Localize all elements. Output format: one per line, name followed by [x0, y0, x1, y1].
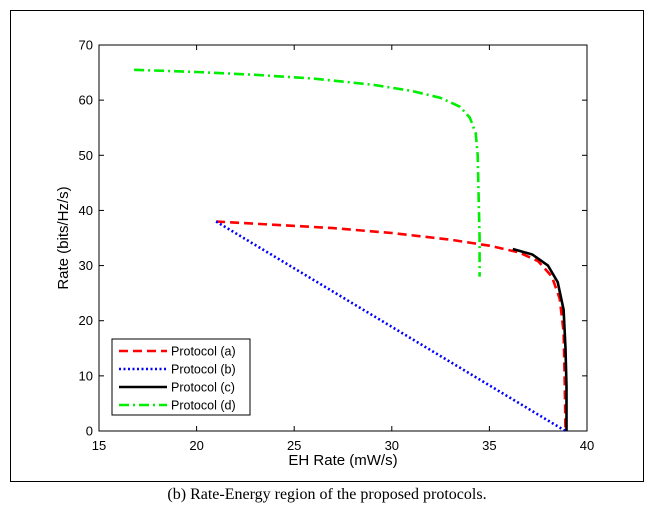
x-tick-label: 20 — [189, 438, 203, 453]
y-tick-label: 0 — [86, 424, 93, 439]
series-line-protocol-c — [512, 247, 568, 431]
series-line-protocol-a — [216, 220, 567, 432]
y-tick-label: 20 — [79, 313, 93, 328]
y-tick-label: 40 — [79, 203, 93, 218]
y-tick-label: 10 — [79, 368, 93, 383]
legend: Protocol (a) Protocol (b) Protocol (c) Prot… — [111, 338, 251, 416]
x-tick-label: 40 — [580, 438, 594, 453]
legend-label: Protocol (b) — [171, 363, 236, 377]
x-tick-label: 15 — [92, 438, 106, 453]
x-axis-label: EH Rate (mW/s) — [288, 452, 397, 469]
figure-frame: 15 20 25 30 35 40 0 10 20 30 40 50 60 70 EH Rate (mW/… — [10, 10, 644, 482]
axis-ticks: 15 20 25 30 35 40 0 10 20 30 40 50 60 70 — [79, 38, 595, 454]
legend-label: Protocol (a) — [171, 345, 236, 359]
rate-energy-chart: 15 20 25 30 35 40 0 10 20 30 40 50 60 70 EH Rate (mW/… — [55, 38, 595, 470]
y-tick-label: 50 — [79, 148, 93, 163]
y-tick-label: 30 — [79, 258, 93, 273]
y-tick-label: 70 — [79, 38, 93, 53]
x-tick-label: 30 — [385, 438, 399, 453]
legend-label: Protocol (d) — [171, 399, 236, 413]
x-tick-label: 35 — [482, 438, 496, 453]
x-tick-label: 25 — [287, 438, 301, 453]
series-line-protocol-b — [215, 220, 567, 433]
y-tick-label: 60 — [79, 93, 93, 108]
figure-caption: (b) Rate-Energy region of the proposed p… — [167, 486, 487, 503]
legend-label: Protocol (c) — [171, 381, 235, 395]
series-layer — [134, 68, 568, 433]
y-axis-label: Rate (bits/Hz/s) — [55, 186, 72, 289]
